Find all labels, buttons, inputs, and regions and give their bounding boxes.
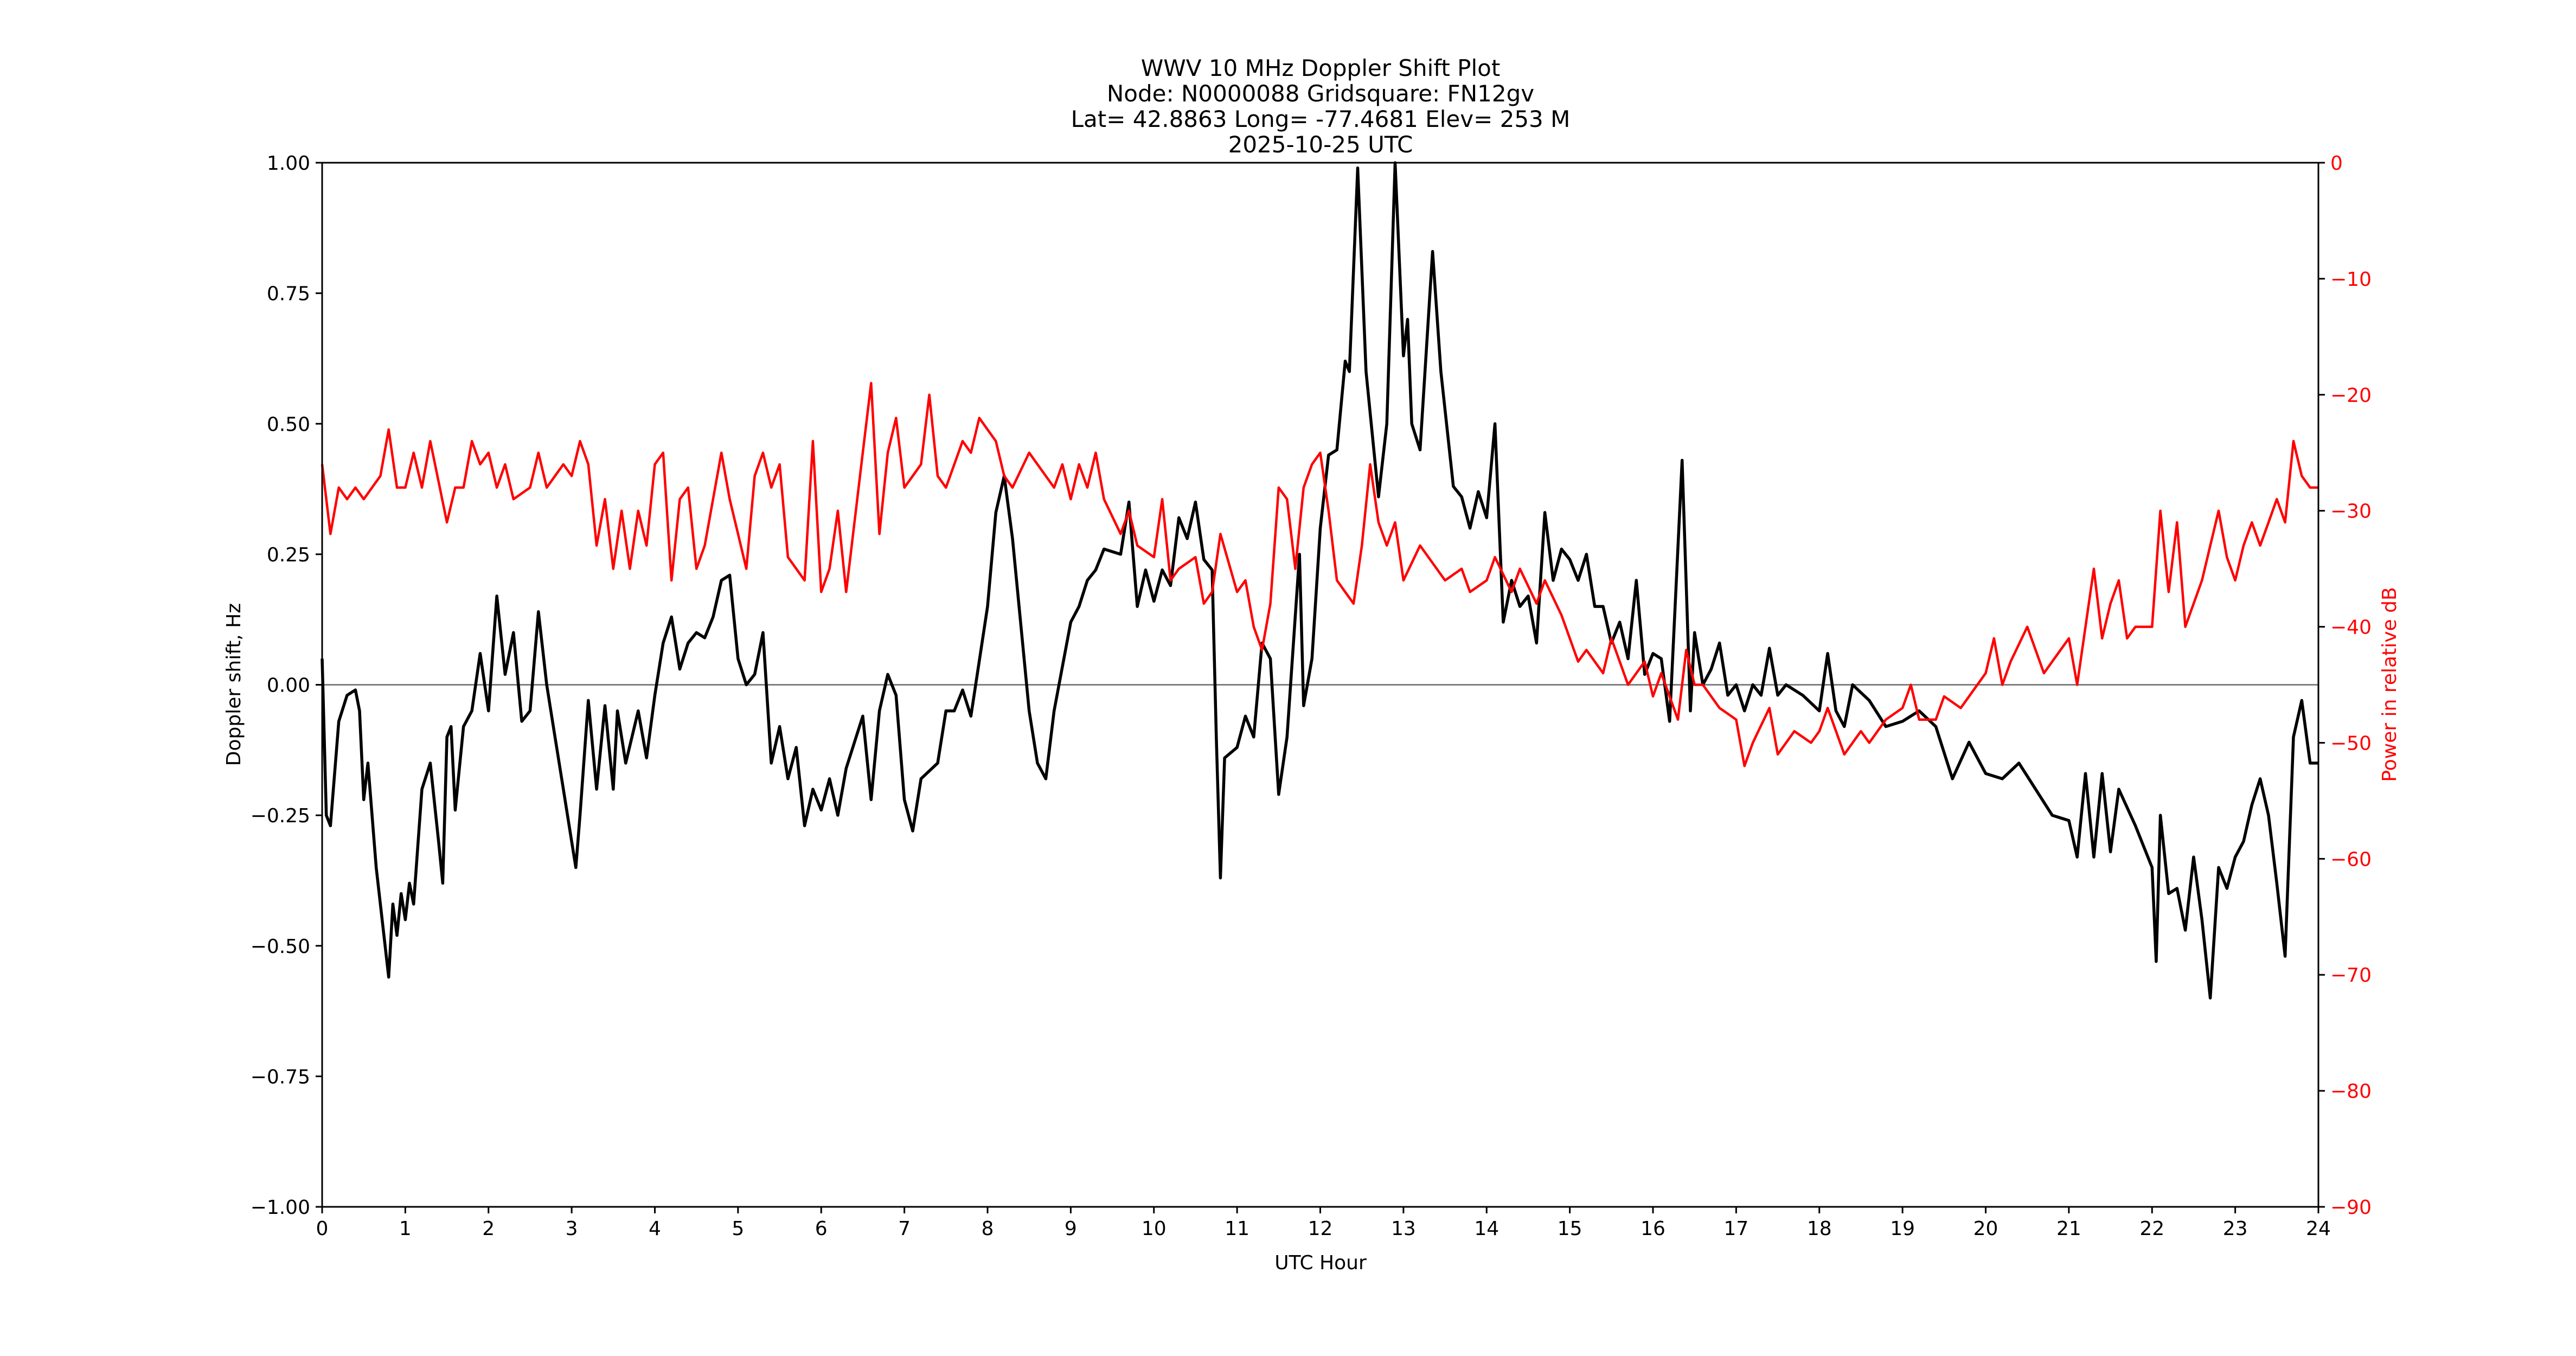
x-tick-label: 8 (982, 1218, 994, 1240)
x-tick-label: 22 (2139, 1218, 2164, 1240)
y2-tick-label: −80 (2330, 1080, 2372, 1103)
power-series-line (321, 382, 2318, 767)
y2-tick-label: −10 (2330, 268, 2372, 291)
x-tick-label: 12 (1308, 1218, 1333, 1240)
x-tick-label: 16 (1641, 1218, 1665, 1240)
x-axis-label: UTC Hour (1274, 1252, 1367, 1274)
title-line-4: 2025-10-25 UTC (1228, 131, 1413, 158)
doppler-series-line (321, 161, 2318, 1000)
y-tick-label: −0.75 (251, 1066, 310, 1088)
x-tick-label: 1 (399, 1218, 412, 1240)
x-tick-label: 23 (2223, 1218, 2248, 1240)
y-tick-label: −1.00 (251, 1197, 310, 1219)
y-tick-label: −0.50 (251, 936, 310, 958)
x-tick-label: 18 (1807, 1218, 1832, 1240)
x-tick-label: 4 (649, 1218, 661, 1240)
axis-ticks: 0 1 2 3 4 5 6 7 8 9 10 11 12 13 14 15 16 17 18 19 20 21 22 23 24… (251, 152, 2372, 1240)
x-tick-label: 6 (815, 1218, 828, 1240)
y2-tick-label: −90 (2330, 1197, 2372, 1219)
x-tick-label: 17 (1723, 1218, 1748, 1240)
y2-tick-label: −70 (2330, 964, 2372, 987)
title-line-2: Node: N0000088 Gridsquare: FN12gv (1107, 80, 1534, 107)
y2-tick-label: 0 (2330, 152, 2343, 175)
y-tick-label: 0.75 (267, 283, 310, 305)
y2-tick-label: −40 (2330, 617, 2372, 639)
x-tick-label: 13 (1391, 1218, 1416, 1240)
y2-tick-label: −20 (2330, 385, 2372, 407)
y2-tick-label: −60 (2330, 848, 2372, 871)
x-tick-label: 3 (566, 1218, 578, 1240)
y-tick-label: 0.50 (267, 413, 310, 436)
y2-tick-label: −50 (2330, 732, 2372, 754)
y2-tick-label: −30 (2330, 501, 2372, 523)
title-line-3: Lat= 42.8863 Long= -77.4681 Elev= 253 M (1071, 106, 1571, 132)
x-tick-label: 21 (2056, 1218, 2081, 1240)
chart-title: WWV 10 MHz Doppler Shift Plot Node: N000… (1071, 55, 1571, 158)
y-tick-label: 0.25 (267, 544, 310, 566)
y-tick-label: 1.00 (267, 152, 310, 175)
x-tick-label: 19 (1890, 1218, 1915, 1240)
axes-frame (321, 162, 2319, 1208)
x-tick-label: 11 (1225, 1218, 1249, 1240)
x-tick-label: 20 (1973, 1218, 1998, 1240)
x-tick-label: 10 (1142, 1218, 1167, 1240)
y-tick-label: −0.25 (251, 805, 310, 827)
plot-area (321, 161, 2318, 1000)
x-tick-label: 5 (732, 1218, 744, 1240)
x-tick-label: 24 (2306, 1218, 2331, 1240)
x-tick-label: 14 (1474, 1218, 1499, 1240)
x-tick-label: 0 (316, 1218, 329, 1240)
x-tick-label: 7 (898, 1218, 911, 1240)
title-line-1: WWV 10 MHz Doppler Shift Plot (1141, 55, 1501, 81)
x-tick-label: 9 (1065, 1218, 1077, 1240)
y-tick-label: 0.00 (267, 675, 310, 697)
y-axis-label: Doppler shift, Hz (223, 603, 245, 766)
x-tick-label: 15 (1558, 1218, 1582, 1240)
x-tick-label: 2 (482, 1218, 495, 1240)
y2-axis-label: Power in relative dB (2379, 587, 2401, 782)
